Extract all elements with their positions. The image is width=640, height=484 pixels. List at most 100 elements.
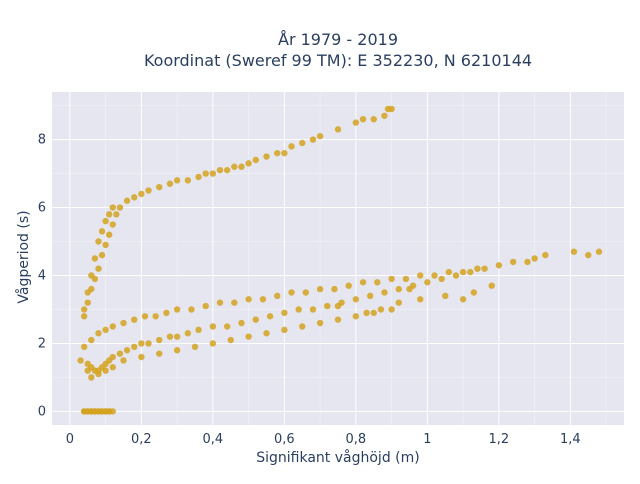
y-tick-label: 6 bbox=[38, 201, 46, 216]
scatter-point bbox=[173, 333, 181, 340]
scatter-point bbox=[191, 343, 199, 351]
scatter-point bbox=[524, 258, 531, 266]
scatter-point bbox=[223, 323, 231, 330]
scatter-point bbox=[263, 153, 270, 160]
scatter-point bbox=[481, 265, 488, 272]
scatter-point bbox=[91, 255, 99, 262]
scatter-point bbox=[80, 306, 88, 313]
scatter-point bbox=[116, 204, 124, 211]
scatter-point bbox=[88, 285, 95, 293]
scatter-point bbox=[216, 166, 224, 174]
scatter-point bbox=[263, 330, 270, 337]
x-tick-label: 1 bbox=[423, 432, 431, 447]
scatter-point bbox=[352, 296, 360, 303]
scatter-point bbox=[570, 248, 578, 255]
y-tick-label: 2 bbox=[38, 336, 46, 351]
scatter-point bbox=[109, 221, 116, 228]
scatter-point bbox=[209, 323, 217, 330]
scatter-point bbox=[245, 160, 252, 167]
scatter-point bbox=[202, 302, 209, 310]
scatter-point bbox=[102, 367, 109, 374]
scatter-point bbox=[102, 241, 109, 249]
scatter-point bbox=[145, 187, 152, 194]
x-tick-label: 0,6 bbox=[274, 432, 295, 447]
scatter-point bbox=[531, 255, 538, 262]
scatter-point bbox=[381, 289, 388, 296]
scatter-point bbox=[334, 302, 342, 310]
scatter-point bbox=[445, 268, 453, 276]
scatter-point bbox=[252, 316, 259, 323]
scatter-point bbox=[80, 343, 88, 351]
scatter-point bbox=[102, 217, 109, 225]
scatter-point bbox=[302, 289, 310, 296]
scatter-point bbox=[138, 353, 145, 361]
scatter-point bbox=[245, 333, 252, 340]
scatter-point bbox=[417, 296, 424, 303]
scatter-point bbox=[388, 275, 395, 283]
scatter-point bbox=[102, 326, 109, 334]
scatter-point bbox=[299, 323, 306, 330]
scatter-point bbox=[459, 268, 467, 276]
scatter-point bbox=[334, 126, 342, 133]
scatter-point bbox=[109, 353, 116, 361]
scatter-points bbox=[77, 105, 603, 415]
scatter-point bbox=[109, 204, 116, 211]
scatter-point bbox=[120, 357, 127, 364]
x-tick-label: 0,4 bbox=[203, 432, 224, 447]
scatter-point bbox=[152, 313, 159, 320]
scatter-point bbox=[438, 275, 445, 283]
scatter-point bbox=[370, 115, 377, 123]
scatter-point bbox=[195, 326, 202, 334]
scatter-point bbox=[585, 251, 592, 259]
scatter-point bbox=[274, 149, 281, 157]
scatter-point bbox=[202, 170, 209, 177]
scatter-point bbox=[542, 251, 549, 259]
scatter-point bbox=[163, 309, 170, 317]
scatter-point bbox=[95, 238, 102, 245]
scatter-point bbox=[209, 340, 217, 347]
y-tick-labels: 0 2 4 6 8 bbox=[38, 133, 46, 420]
scatter-point bbox=[334, 316, 342, 323]
scatter-point bbox=[381, 112, 388, 119]
grid-lines bbox=[52, 92, 624, 425]
scatter-point bbox=[227, 336, 234, 344]
scatter-point bbox=[238, 163, 245, 170]
scatter-point bbox=[470, 289, 478, 296]
scatter-point bbox=[109, 408, 116, 415]
scatter-point bbox=[359, 279, 367, 286]
scatter-point bbox=[395, 299, 402, 306]
scatter-point bbox=[173, 347, 181, 354]
scatter-point bbox=[156, 350, 163, 357]
scatter-point bbox=[352, 119, 360, 126]
scatter-point bbox=[106, 231, 113, 238]
scatter-point bbox=[141, 313, 149, 320]
scatter-point bbox=[195, 173, 202, 181]
scatter-point bbox=[184, 330, 192, 337]
plot-area bbox=[52, 92, 624, 425]
scatter-point bbox=[131, 194, 138, 201]
chart-title-line1: År 1979 - 2019 bbox=[278, 30, 398, 49]
scatter-point bbox=[238, 319, 245, 327]
scatter-point bbox=[316, 319, 324, 327]
scatter-point bbox=[98, 251, 106, 259]
scatter-point bbox=[138, 340, 145, 347]
scatter-point bbox=[352, 313, 360, 320]
scatter-point bbox=[467, 268, 474, 276]
scatter-point bbox=[324, 302, 331, 310]
scatter-point bbox=[173, 177, 181, 184]
scatter-point bbox=[131, 343, 138, 351]
scatter-point bbox=[417, 272, 424, 279]
scatter-point bbox=[223, 166, 231, 174]
scatter-point bbox=[288, 289, 295, 296]
scatter-point bbox=[316, 285, 324, 293]
scatter-point bbox=[309, 136, 317, 143]
scatter-point bbox=[509, 258, 517, 266]
scatter-point bbox=[331, 285, 338, 293]
scatter-point bbox=[98, 228, 106, 235]
scatter-point bbox=[431, 272, 438, 279]
scatter-point bbox=[359, 115, 367, 123]
scatter-point bbox=[474, 265, 481, 272]
scatter-point bbox=[216, 299, 224, 306]
